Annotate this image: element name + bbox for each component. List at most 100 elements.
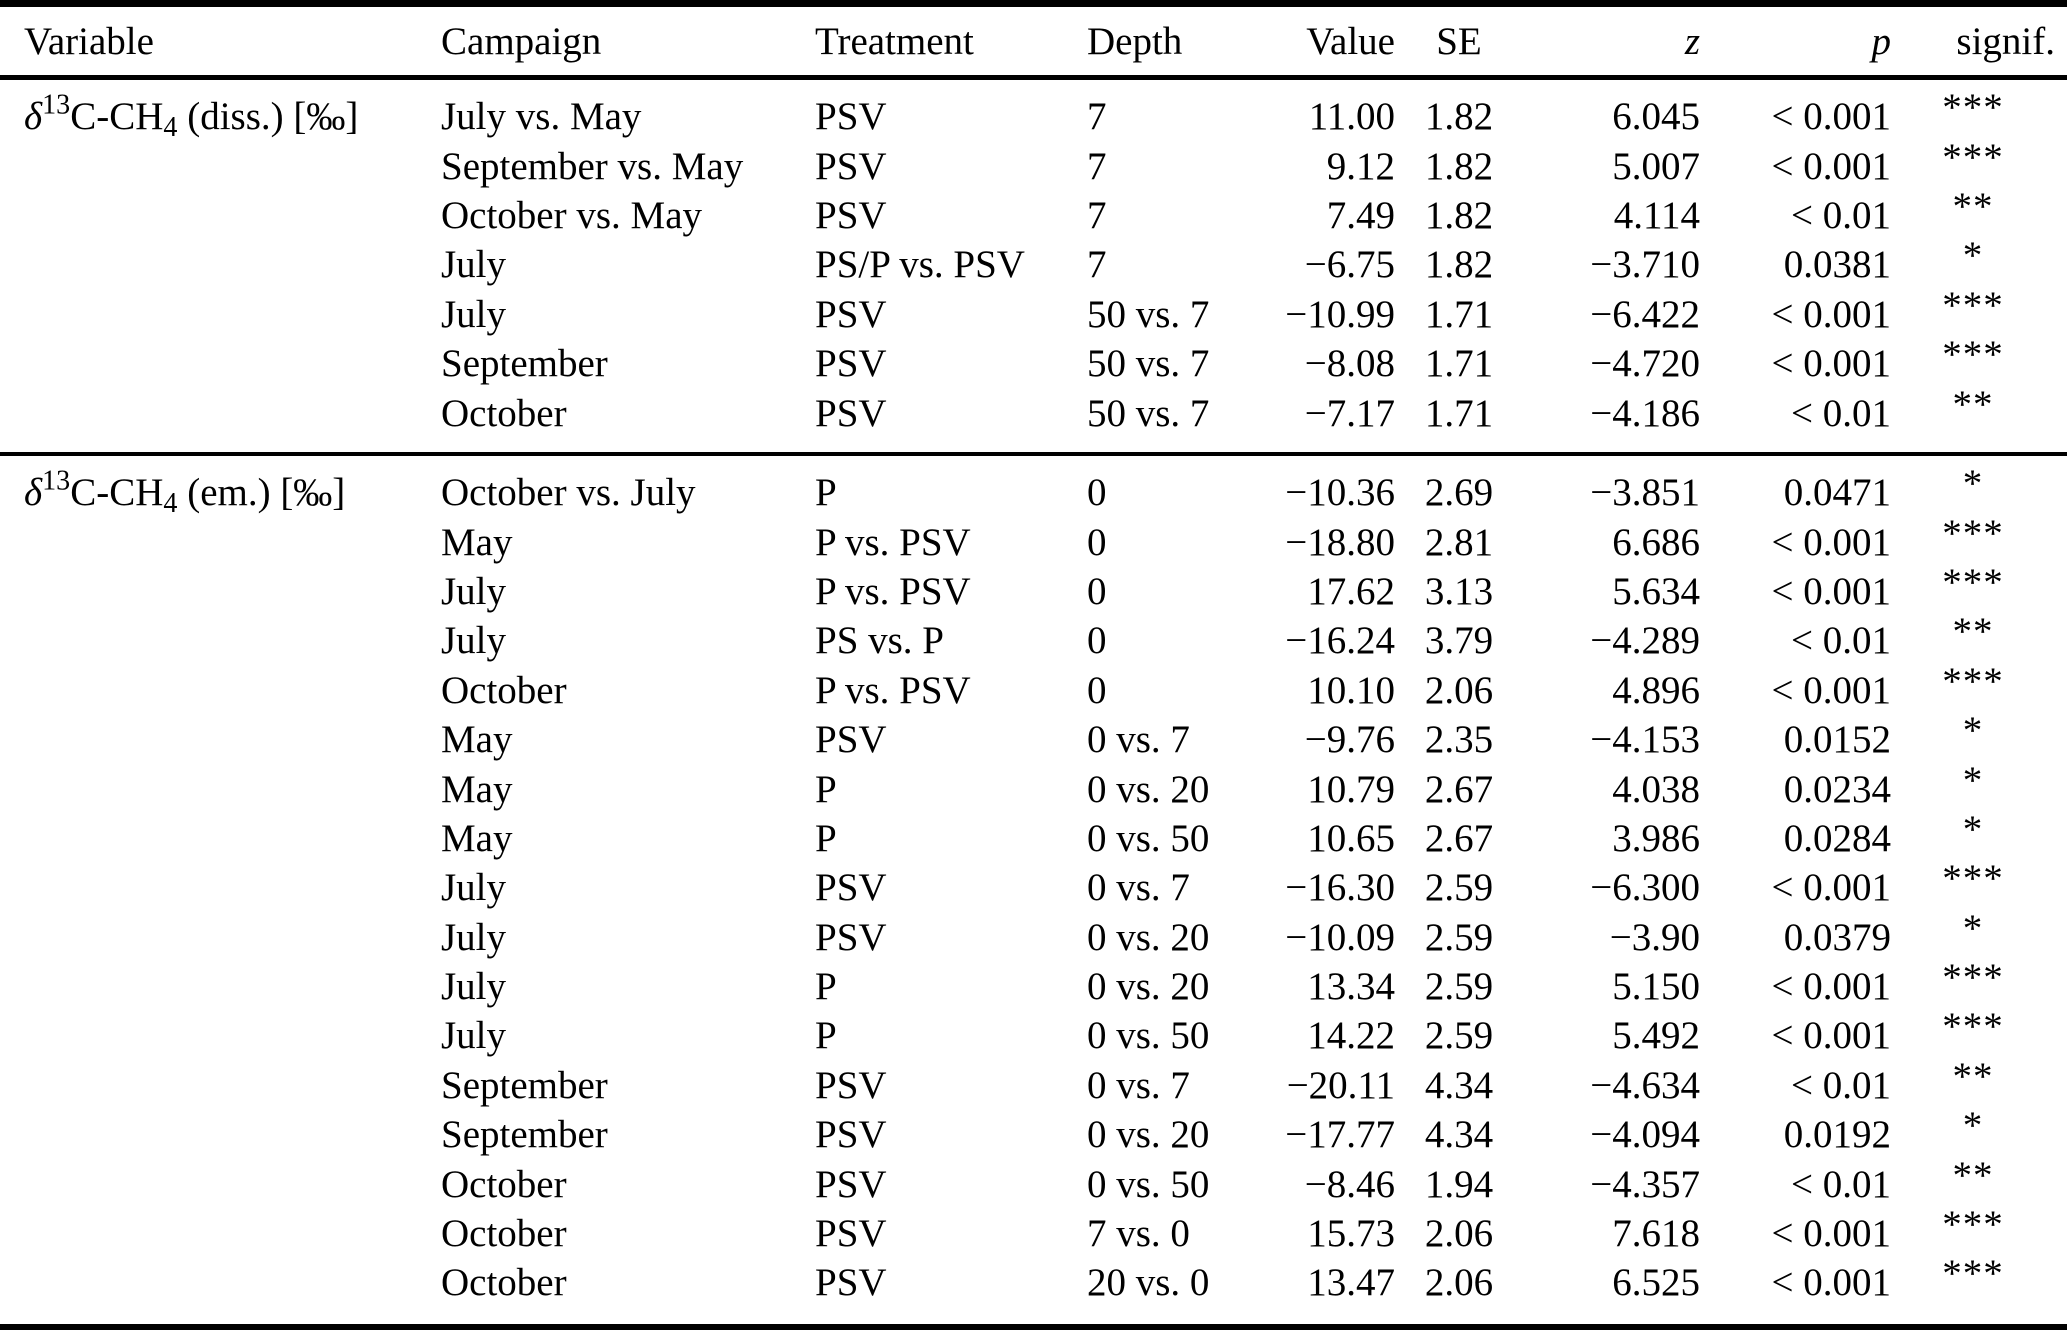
- cell-campaign: October: [441, 1261, 567, 1305]
- table-row: May P vs. PSV 0 −18.80 2.81 6.686 < 0.00…: [0, 512, 2067, 566]
- cell-value: 17.62: [1307, 569, 1395, 613]
- table-row: δ13C-CH4 (em.) [‰] October vs. July P 0 …: [0, 462, 2067, 518]
- cell-se: 1.71: [1424, 391, 1494, 435]
- cell-z: −3.710: [1590, 243, 1700, 287]
- cell-z: −3.90: [1609, 915, 1700, 959]
- cell-treatment: P vs. PSV: [815, 520, 971, 564]
- cell-depth: 0: [1087, 471, 1107, 515]
- cell-value: −16.30: [1285, 866, 1395, 910]
- cell-p: < 0.001: [1771, 144, 1892, 188]
- cell-se: 2.35: [1424, 718, 1494, 762]
- cell-p: < 0.001: [1771, 1212, 1892, 1256]
- column-header-campaign: Campaign: [441, 19, 602, 63]
- cell-se: 2.67: [1424, 816, 1494, 860]
- cell-p: 0.0192: [1783, 1113, 1891, 1157]
- cell-depth: 7: [1087, 144, 1107, 188]
- table-row: July PSV 0 vs. 20 −10.09 2.59 −3.90 0.03…: [0, 907, 2067, 962]
- cell-campaign: October: [441, 1162, 567, 1206]
- cell-se: 3.13: [1424, 569, 1494, 613]
- cell-significance: *: [1962, 807, 1984, 851]
- cell-z: 6.045: [1612, 95, 1700, 139]
- cell-treatment: PSV: [815, 1212, 887, 1256]
- cell-z: −4.289: [1590, 619, 1700, 663]
- cell-significance: ***: [1942, 956, 2004, 1000]
- cell-p: < 0.01: [1791, 1063, 1891, 1107]
- column-header-se: SE: [1436, 19, 1482, 63]
- table-row: October vs. May PSV 7 7.49 1.82 4.114 < …: [0, 185, 2067, 240]
- cell-z: 4.114: [1613, 193, 1700, 237]
- cell-z: −4.720: [1590, 342, 1700, 386]
- cell-value: −18.80: [1285, 520, 1395, 564]
- cell-value: −9.76: [1304, 718, 1395, 762]
- cell-value: −8.08: [1304, 342, 1395, 386]
- cell-campaign: July: [441, 915, 507, 959]
- cell-p: 0.0381: [1783, 243, 1891, 287]
- cell-significance: *: [1962, 709, 1984, 753]
- cell-treatment: PSV: [815, 342, 887, 386]
- cell-depth: 0 vs. 20: [1087, 915, 1210, 959]
- cell-significance: *: [1962, 758, 1984, 802]
- variable-label: δ13C-CH4 (diss.) [‰]: [24, 89, 359, 144]
- cell-z: 6.686: [1612, 520, 1700, 564]
- cell-se: 4.34: [1424, 1063, 1494, 1107]
- cell-p: < 0.001: [1771, 292, 1892, 336]
- cell-campaign: September vs. May: [441, 144, 744, 188]
- cell-p: 0.0152: [1783, 718, 1891, 762]
- cell-treatment: P vs. PSV: [815, 668, 971, 712]
- cell-value: −8.46: [1304, 1162, 1395, 1206]
- cell-campaign: October: [441, 391, 567, 435]
- cell-value: −10.99: [1285, 292, 1395, 336]
- cell-significance: **: [1952, 184, 1994, 228]
- table-row: July P 0 vs. 50 14.22 2.59 5.492 < 0.001…: [0, 1005, 2067, 1060]
- column-header-value: Value: [1306, 19, 1395, 63]
- cell-z: 7.618: [1612, 1212, 1700, 1256]
- table-row: September PSV 50 vs. 7 −8.08 1.71 −4.720…: [0, 333, 2067, 388]
- cell-significance: ***: [1942, 135, 2004, 179]
- cell-se: 2.67: [1424, 767, 1494, 811]
- table-row: October PSV 7 vs. 0 15.73 2.06 7.618 < 0…: [0, 1203, 2067, 1258]
- cell-p: < 0.01: [1791, 619, 1891, 663]
- cell-p: < 0.001: [1771, 1261, 1892, 1305]
- cell-z: −6.422: [1590, 292, 1700, 336]
- cell-z: −3.851: [1590, 471, 1700, 515]
- cell-campaign: May: [441, 520, 513, 564]
- table-header-row: Variable Campaign Treatment Depth Value …: [0, 7, 2055, 75]
- cell-significance: ***: [1942, 857, 2004, 901]
- cell-value: −20.11: [1286, 1063, 1395, 1107]
- cell-campaign: May: [441, 816, 513, 860]
- cell-campaign: July: [441, 1014, 507, 1058]
- section-separator-rule: [0, 452, 2067, 456]
- cell-significance: ***: [1942, 333, 2004, 377]
- cell-depth: 0 vs. 7: [1087, 718, 1190, 762]
- cell-depth: 20 vs. 0: [1087, 1261, 1210, 1305]
- cell-value: 10.65: [1307, 816, 1395, 860]
- cell-p: 0.0379: [1783, 915, 1891, 959]
- cell-significance: *: [1962, 234, 1984, 278]
- cell-z: 5.150: [1612, 965, 1700, 1009]
- cell-p: < 0.001: [1771, 668, 1892, 712]
- table-row: October PSV 20 vs. 0 13.47 2.06 6.525 < …: [0, 1252, 2067, 1307]
- cell-se: 2.59: [1424, 1014, 1494, 1058]
- cell-significance: **: [1952, 382, 1994, 426]
- cell-treatment: PSV: [815, 915, 887, 959]
- cell-p: < 0.001: [1771, 569, 1892, 613]
- cell-depth: 7: [1087, 95, 1107, 139]
- cell-value: 13.47: [1307, 1261, 1395, 1305]
- column-header-variable: Variable: [24, 19, 154, 63]
- cell-significance: ***: [1942, 1203, 2004, 1247]
- cell-campaign: October vs. May: [441, 193, 703, 237]
- table-row: September PSV 0 vs. 20 −17.77 4.34 −4.09…: [0, 1104, 2067, 1159]
- cell-treatment: PS/P vs. PSV: [815, 243, 1025, 287]
- cell-se: 1.82: [1424, 95, 1494, 139]
- cell-treatment: PSV: [815, 95, 887, 139]
- cell-campaign: May: [441, 767, 513, 811]
- column-header-treatment: Treatment: [815, 19, 974, 63]
- cell-se: 1.82: [1424, 144, 1494, 188]
- cell-z: 4.896: [1612, 668, 1700, 712]
- cell-significance: ***: [1942, 1252, 2004, 1296]
- cell-treatment: PS vs. P: [815, 619, 944, 663]
- cell-p: 0.0284: [1783, 816, 1891, 860]
- cell-z: 5.007: [1612, 144, 1700, 188]
- cell-depth: 0 vs. 50: [1087, 816, 1210, 860]
- cell-treatment: PSV: [815, 292, 887, 336]
